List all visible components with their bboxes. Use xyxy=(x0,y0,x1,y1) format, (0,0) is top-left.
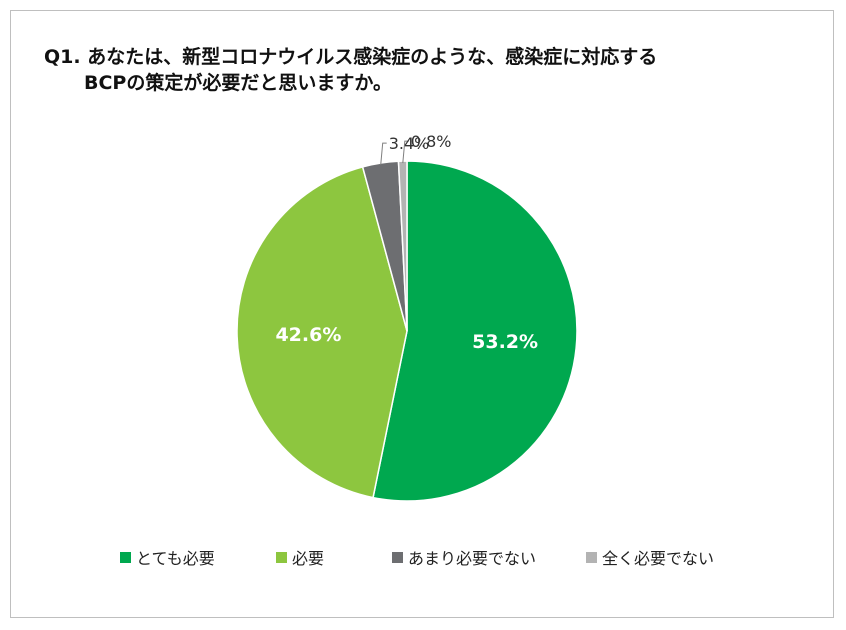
slice-totemo-hitsuyou xyxy=(372,160,578,502)
leader-line xyxy=(402,140,409,164)
legend-swatch xyxy=(276,551,287,563)
legend-label: とても必要 xyxy=(136,549,215,568)
leader-line xyxy=(380,142,387,166)
chart-title-line1: Q1. あなたは、新型コロナウイルス感染症のような、感染症に対応する xyxy=(44,46,658,68)
legend-label: あまり必要でない xyxy=(408,549,537,568)
legend-item-amari-hitsuyou-denai: あまり必要でない xyxy=(392,545,536,569)
chart-title: Q1. あなたは、新型コロナウイルス感染症のような、感染症に対応する BCPの策… xyxy=(44,44,804,96)
chart-title-line2: BCPの策定が必要だと思いますか。 xyxy=(84,72,392,94)
legend-swatch xyxy=(120,551,131,563)
legend-item-mattaku-hitsuyou-denai: 全く必要でない xyxy=(586,545,714,569)
slice-hitsuyou xyxy=(236,165,408,499)
legend-item-totemo-hitsuyou: とても必要 xyxy=(120,545,215,569)
slice-label: 42.6% xyxy=(275,324,341,346)
slice-label: 53.2% xyxy=(472,331,538,353)
chart-legend: とても必要 必要 あまり必要でない 全く必要でない xyxy=(0,545,846,569)
slice-label: 0.8% xyxy=(411,132,452,151)
legend-swatch xyxy=(586,551,597,563)
legend-label: 全く必要でない xyxy=(602,549,715,568)
legend-item-hitsuyou: 必要 xyxy=(276,545,324,569)
legend-swatch xyxy=(392,551,403,563)
slice-label: 3.4% xyxy=(389,134,430,153)
legend-label: 必要 xyxy=(292,549,325,568)
